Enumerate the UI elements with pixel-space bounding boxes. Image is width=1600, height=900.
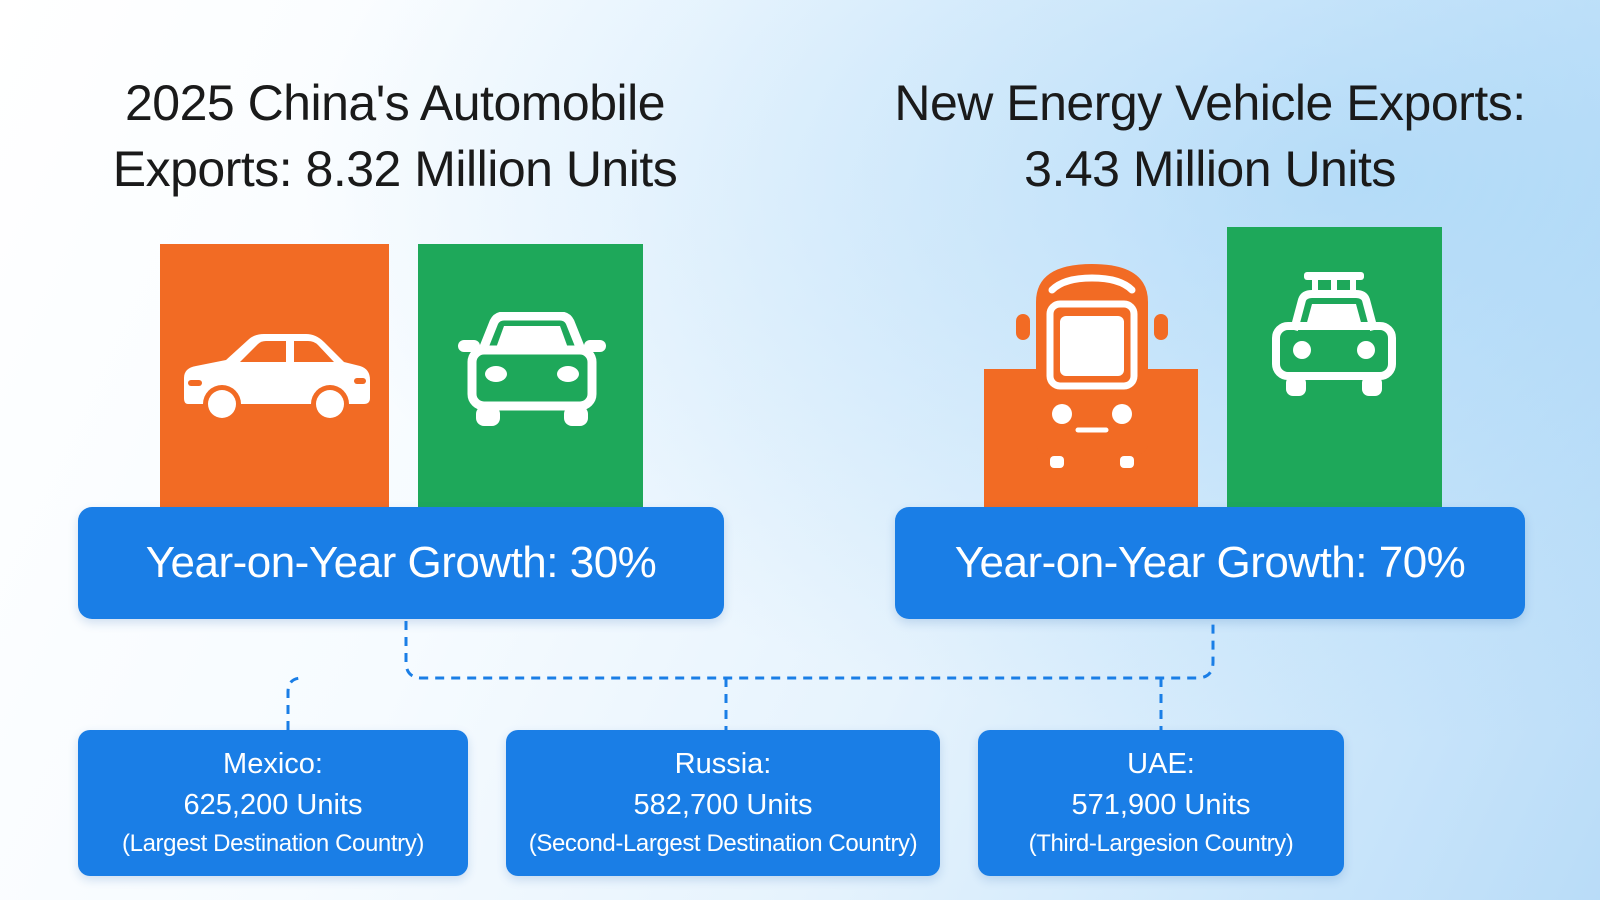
connector-left-drop (404, 621, 1215, 680)
sedan-icon (178, 320, 373, 425)
destination-units: 571,900 Units (1071, 789, 1251, 821)
front-car-icon (452, 312, 612, 432)
destination-card-russia: Russia: 582,700 Units (Second-Largest De… (506, 730, 940, 876)
destination-rank: (Third-Largesion Country) (1028, 830, 1294, 857)
destination-units: 625,200 Units (183, 789, 363, 821)
bus-icon (1016, 262, 1168, 474)
destination-card-uae: UAE: 571,900 Units (Third-Largesion Coun… (978, 730, 1344, 876)
taxi-icon (1272, 270, 1396, 400)
connector-right-drop (286, 676, 303, 730)
destination-rank: (Largest Destination Country) (122, 830, 424, 857)
total-exports-title: 2025 China's Automobile Exports: 8.32 Mi… (112, 75, 678, 197)
destination-country: Russia: (674, 748, 772, 780)
destination-country: UAE: (1127, 748, 1195, 780)
destination-units: 582,700 Units (633, 789, 813, 821)
destination-country: Mexico: (223, 748, 323, 780)
growth-left-banner: Year-on-Year Growth: 30% (78, 507, 724, 619)
nev-exports-title: New Energy Vehicle Exports: 3.43 Million… (894, 75, 1526, 197)
destination-card-mexico: Mexico: 625,200 Units (Largest Destinati… (78, 730, 468, 876)
growth-right-banner: Year-on-Year Growth: 70% (895, 507, 1525, 619)
destination-rank: (Second-Largest Destination Country) (528, 830, 918, 857)
green-car-block (418, 244, 643, 510)
